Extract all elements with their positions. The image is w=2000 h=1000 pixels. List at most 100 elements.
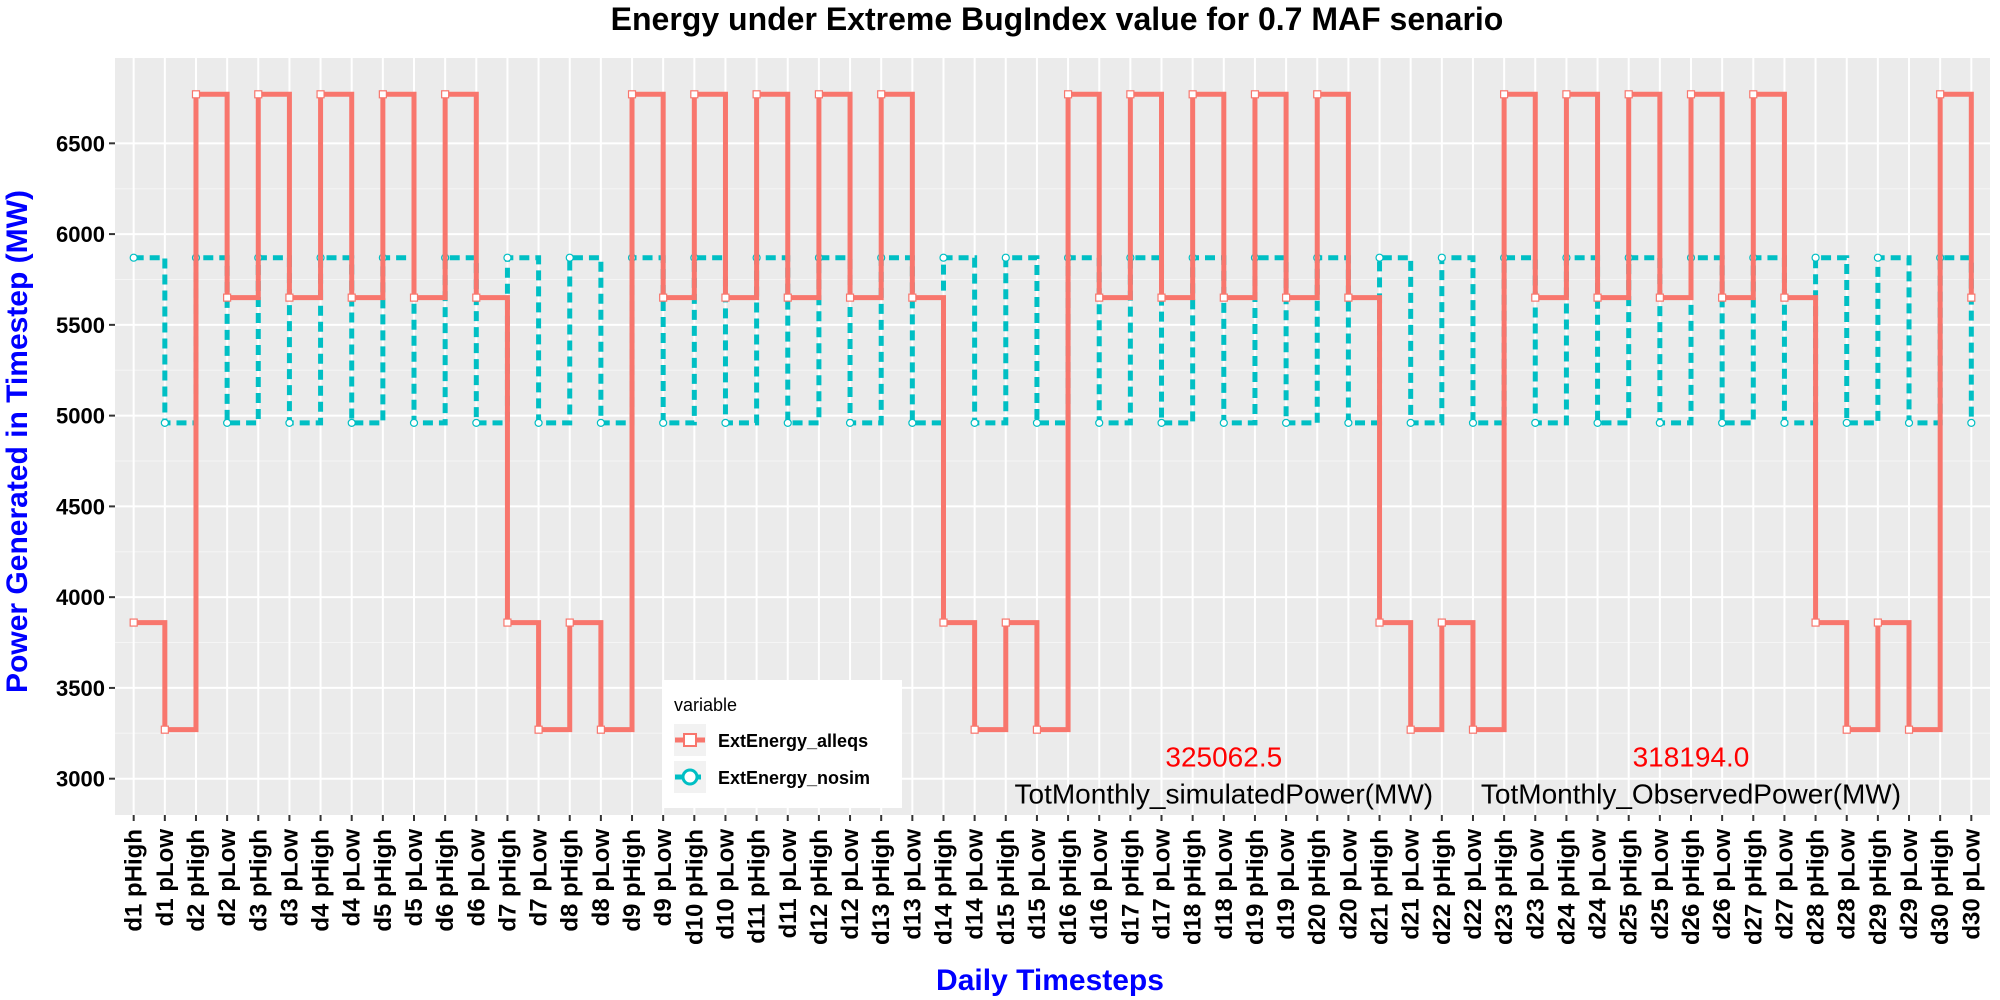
data-point xyxy=(1967,418,1976,427)
annotations: 325062.5 TotMonthly_simulatedPower(MW) 318… xyxy=(1015,741,1902,809)
data-point xyxy=(908,293,917,302)
x-tick-label: d23 pLow xyxy=(1522,829,1549,940)
data-point xyxy=(1001,618,1010,627)
data-point xyxy=(721,293,730,302)
annotation-value: 325062.5 xyxy=(1165,741,1282,772)
data-point xyxy=(1531,293,1540,302)
x-tick-label: d18 pLow xyxy=(1211,829,1238,940)
x-tick-label: d19 pLow xyxy=(1273,829,1300,940)
data-point xyxy=(596,725,605,734)
data-point xyxy=(1811,253,1820,262)
data-point xyxy=(627,90,637,99)
x-tick-label: d25 pLow xyxy=(1647,829,1674,940)
data-point xyxy=(783,293,792,302)
x-tick-label: d28 pHigh xyxy=(1803,829,1830,945)
x-tick-label: d2 pLow xyxy=(214,829,241,927)
data-point xyxy=(1437,618,1446,627)
x-tick-label: d16 pHigh xyxy=(1055,829,1082,945)
x-tick-label: d14 pLow xyxy=(962,829,989,940)
x-tick-label: d29 pLow xyxy=(1896,829,1923,940)
x-tick-label: d17 pHigh xyxy=(1117,829,1144,945)
annotation-label: TotMonthly_ObservedPower(MW) xyxy=(1481,778,1901,809)
x-tick-label: d22 pLow xyxy=(1460,829,1487,940)
data-point xyxy=(129,253,138,262)
x-tick-label: d10 pLow xyxy=(712,829,739,940)
data-point xyxy=(441,90,450,99)
data-point xyxy=(1126,90,1135,99)
series-ExtEnergy_alleqs xyxy=(129,90,1976,734)
data-point xyxy=(1562,90,1571,99)
data-point xyxy=(472,418,481,427)
data-point xyxy=(1032,418,1042,427)
data-point xyxy=(1375,253,1384,262)
data-point xyxy=(1344,418,1353,427)
data-point xyxy=(845,293,855,302)
y-tick-label: 6000 xyxy=(56,222,105,247)
data-point xyxy=(845,418,855,427)
data-point xyxy=(1904,725,1914,734)
data-point xyxy=(1281,293,1291,302)
data-point xyxy=(939,618,948,627)
x-tick-label: d5 pHigh xyxy=(370,829,397,932)
data-point xyxy=(1250,90,1260,99)
data-point xyxy=(1811,618,1820,627)
data-point xyxy=(1593,293,1602,302)
data-point xyxy=(378,90,387,99)
x-tick-label: d3 pHigh xyxy=(245,829,272,932)
data-point xyxy=(1842,418,1851,427)
data-point xyxy=(721,418,730,427)
legend-key-ExtEnergy_alleqs xyxy=(674,724,706,756)
x-tick-label: d7 pLow xyxy=(526,829,553,927)
y-tick-label: 5500 xyxy=(56,313,105,338)
data-point xyxy=(1873,253,1882,262)
data-point xyxy=(1157,418,1166,427)
x-tick-label: d24 pLow xyxy=(1585,829,1612,940)
x-tick-label: d19 pHigh xyxy=(1242,829,1269,945)
data-point xyxy=(1375,618,1384,627)
data-point xyxy=(970,418,979,427)
data-point xyxy=(1001,253,1010,262)
data-point xyxy=(1313,90,1322,99)
data-point xyxy=(1219,293,1228,302)
x-tick-label: d28 pLow xyxy=(1834,829,1861,940)
x-tick-label: d23 pHigh xyxy=(1491,829,1518,945)
x-tick-label: d20 pLow xyxy=(1335,829,1362,940)
data-point xyxy=(690,90,699,99)
data-point xyxy=(503,618,512,627)
data-point xyxy=(191,90,201,99)
x-tick-label: d30 pHigh xyxy=(1927,829,1954,945)
x-tick-label: d29 pHigh xyxy=(1865,829,1892,945)
y-tick-label: 3000 xyxy=(56,767,105,792)
legend-title: variable xyxy=(674,695,737,715)
x-tick-label: d3 pLow xyxy=(276,829,303,927)
data-point xyxy=(1406,418,1415,427)
data-point xyxy=(160,418,169,427)
data-point xyxy=(814,90,824,99)
x-tick-label: d4 pLow xyxy=(339,829,366,927)
x-tick-label: d6 pHigh xyxy=(432,829,459,932)
x-tick-label: d25 pHigh xyxy=(1616,829,1643,945)
data-point xyxy=(908,418,917,427)
data-point xyxy=(1655,418,1664,427)
x-tick-label: d2 pHigh xyxy=(183,829,210,932)
y-tick-label: 5000 xyxy=(56,404,105,429)
data-point xyxy=(596,418,605,427)
data-point xyxy=(254,90,263,99)
series-layer xyxy=(129,90,1976,734)
data-point xyxy=(1718,293,1727,302)
data-point xyxy=(659,293,668,302)
x-tick-label: d21 pHigh xyxy=(1367,829,1394,945)
data-point xyxy=(409,418,419,427)
data-point xyxy=(1624,90,1633,99)
x-tick-label: d26 pHigh xyxy=(1678,829,1705,945)
data-point xyxy=(316,90,325,99)
data-point xyxy=(565,253,574,262)
data-point xyxy=(1842,725,1851,734)
x-tick-label: d11 pHigh xyxy=(744,829,771,944)
data-point xyxy=(1904,418,1914,427)
legend: variable ExtEnergy_alleqs ExtEnergy_nosim xyxy=(662,680,902,808)
data-point xyxy=(939,253,948,262)
data-point xyxy=(877,90,886,99)
data-point xyxy=(347,293,356,302)
